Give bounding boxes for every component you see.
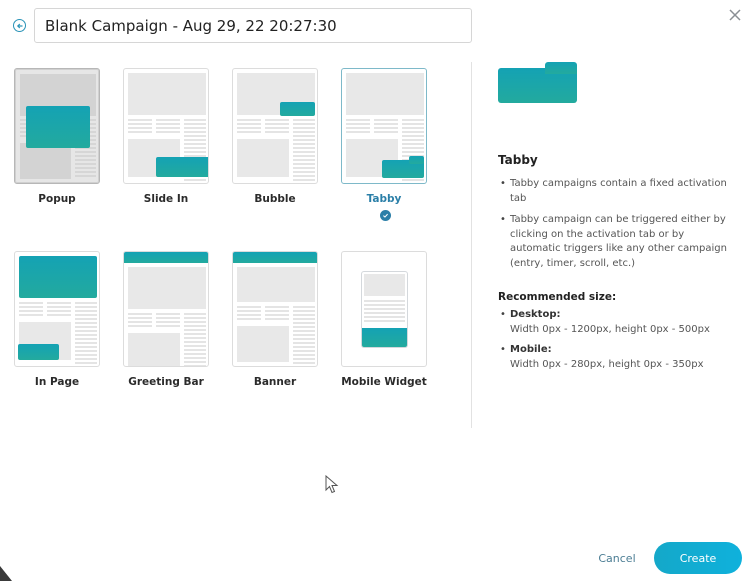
- template-label: In Page: [34, 376, 80, 388]
- mouse-cursor-icon: [325, 475, 339, 494]
- popup-overlay: [26, 106, 90, 148]
- details-bullet: Tabby campaign can be triggered either b…: [498, 213, 728, 271]
- create-button[interactable]: Create: [654, 542, 742, 574]
- close-button[interactable]: [727, 7, 743, 23]
- back-button[interactable]: [13, 19, 26, 32]
- template-label: Slide In: [143, 193, 189, 205]
- template-mobile-widget[interactable]: Mobile Widget: [341, 251, 429, 388]
- template-label: Tabby: [366, 193, 402, 205]
- template-label: Greeting Bar: [128, 376, 204, 388]
- greeting-bar-preview: [123, 251, 209, 367]
- template-details: Tabby Tabby campaigns contain a fixed ac…: [498, 153, 728, 378]
- template-banner[interactable]: Banner: [232, 251, 320, 388]
- template-popup[interactable]: Popup: [14, 68, 102, 205]
- template-label: Bubble: [254, 193, 296, 205]
- details-title: Tabby: [498, 153, 538, 167]
- panel-divider: [471, 62, 472, 428]
- mobile-widget-preview: [341, 251, 427, 367]
- recommended-label: Mobile:: [510, 344, 552, 355]
- recommended-label: Desktop:: [510, 309, 561, 320]
- template-label: Mobile Widget: [341, 376, 427, 388]
- selected-check-icon: [379, 210, 391, 221]
- recommended-value: Width 0px - 280px, height 0px - 350px: [510, 358, 704, 370]
- details-bullets: Tabby campaigns contain a fixed activati…: [498, 177, 728, 271]
- window-corner: [0, 566, 12, 581]
- recommended-desktop: Desktop: Width 0px - 1200px, height 0px …: [498, 308, 728, 337]
- tabby-preview: [341, 68, 427, 184]
- banner-preview: [232, 251, 318, 367]
- recommended-size-list: Desktop: Width 0px - 1200px, height 0px …: [498, 308, 728, 372]
- cancel-button[interactable]: Cancel: [591, 546, 643, 570]
- recommended-mobile: Mobile: Width 0px - 280px, height 0px - …: [498, 343, 728, 372]
- template-in-page[interactable]: In Page: [14, 251, 102, 388]
- popup-preview: [14, 68, 100, 184]
- recommended-value: Width 0px - 1200px, height 0px - 500px: [510, 323, 710, 335]
- in-page-preview: [14, 251, 100, 367]
- template-slide-in[interactable]: Slide In: [123, 68, 211, 205]
- template-label: Popup: [38, 193, 76, 205]
- template-label: Banner: [253, 376, 297, 388]
- template-greeting-bar[interactable]: Greeting Bar: [123, 251, 211, 388]
- details-bullet: Tabby campaigns contain a fixed activati…: [498, 177, 728, 206]
- template-tabby[interactable]: Tabby: [341, 68, 429, 221]
- slide-in-preview: [123, 68, 209, 184]
- template-bubble[interactable]: Bubble: [232, 68, 320, 205]
- tabby-preview-graphic: [497, 62, 578, 104]
- close-icon: [729, 9, 741, 21]
- arrow-left-icon: [16, 23, 22, 28]
- bubble-preview: [232, 68, 318, 184]
- campaign-name-input[interactable]: [34, 8, 472, 43]
- recommended-size-title: Recommended size:: [498, 291, 617, 303]
